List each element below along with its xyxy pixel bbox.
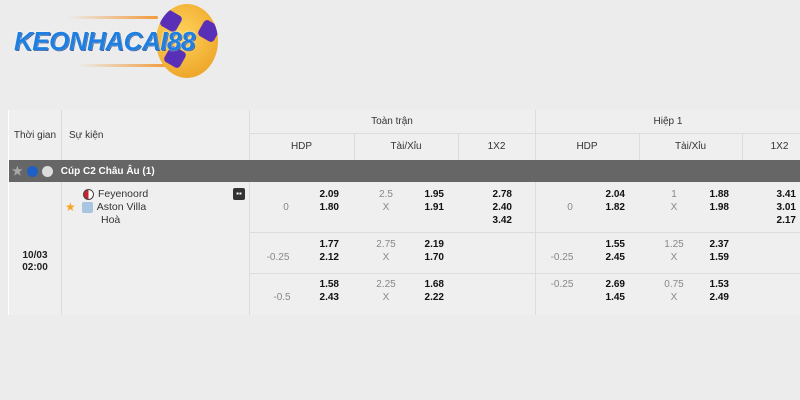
draw-label: Hoà [101, 214, 121, 226]
header-time: Thời gian [13, 129, 57, 141]
trophy-icon [41, 165, 53, 177]
logo-streak [68, 16, 158, 19]
odds[interactable]: 1.68 [424, 279, 444, 290]
match-date: 10/03 [22, 250, 48, 261]
odds[interactable]: 1.80 [319, 202, 339, 213]
odds[interactable]: 1.91 [424, 202, 444, 213]
odds[interactable]: 2.43 [319, 292, 339, 303]
h1-ou-line: X [670, 292, 678, 303]
col-ft-hdp: HDP [290, 141, 313, 152]
odds[interactable]: 2.17 [776, 215, 796, 226]
league-row[interactable]: ★ Cúp C2 Châu Âu (1) [9, 160, 800, 182]
odds-table: Thời gian Sự kiện Toàn trận Hiệp 1 HDP T… [8, 110, 800, 315]
h1-ou-line: X [670, 202, 678, 213]
favorite-star-icon[interactable]: ★ [65, 200, 76, 214]
ft-ou-line: X [382, 292, 390, 303]
col-ft-1x2: 1X2 [487, 141, 506, 152]
odds[interactable]: 1.88 [709, 189, 729, 200]
odds[interactable]: 2.37 [709, 239, 729, 250]
h1-ou-line: 1 [671, 189, 677, 200]
odds[interactable]: 2.19 [424, 239, 444, 250]
odds[interactable]: 2.12 [319, 252, 339, 263]
ft-ou-line: 2.75 [376, 239, 396, 250]
logo: KEONHACAI88 [8, 2, 218, 92]
ft-ou-line: 2.25 [376, 279, 396, 290]
ft-hdp-line: 0 [283, 202, 289, 213]
odds[interactable]: 1.70 [424, 252, 444, 263]
logo-streak [78, 64, 168, 67]
col-h1-ou: Tài/Xỉu [674, 141, 707, 152]
h1-ou-line: 0.75 [664, 279, 684, 290]
league-name: Cúp C2 Châu Âu (1) [60, 165, 155, 177]
home-team: Feyenoord [98, 188, 149, 200]
odds[interactable]: 2.22 [424, 292, 444, 303]
odds[interactable]: 1.77 [319, 239, 339, 250]
odds[interactable]: 2.04 [605, 189, 625, 200]
odds[interactable]: 2.69 [605, 279, 625, 290]
header-full-match: Toàn trận [371, 116, 413, 127]
h1-hdp-line: 0 [567, 202, 573, 213]
europe-flag-icon [26, 165, 38, 177]
odds[interactable]: 3.41 [776, 189, 796, 200]
aston-villa-crest-icon [81, 202, 93, 213]
h1-hdp-line: -0.25 [550, 279, 574, 290]
header-event: Sự kiện [69, 129, 104, 141]
odds[interactable]: 2.09 [319, 189, 339, 200]
odds[interactable]: 2.45 [605, 252, 625, 263]
h1-ou-line: X [670, 252, 678, 263]
odds[interactable]: 2.78 [492, 189, 512, 200]
match-teams[interactable]: Feyenoord ★ Aston Villa Hoà [65, 188, 148, 227]
header-first-half: Hiệp 1 [653, 116, 683, 127]
odds[interactable]: 2.40 [492, 202, 512, 213]
logo-text: KEONHACAI88 [14, 26, 195, 56]
odds[interactable]: 1.58 [319, 279, 339, 290]
odds[interactable]: 2.49 [709, 292, 729, 303]
star-icon[interactable]: ★ [12, 164, 23, 178]
odds[interactable]: 1.55 [605, 239, 625, 250]
match-time: 02:00 [22, 262, 48, 273]
feyenoord-crest-icon [83, 189, 94, 200]
odds[interactable]: 1.95 [424, 189, 444, 200]
odds[interactable]: 1.53 [709, 279, 729, 290]
ft-hdp-line: -0.5 [273, 292, 291, 303]
odds[interactable]: 1.82 [605, 202, 625, 213]
ft-hdp-line: -0.25 [266, 252, 290, 263]
col-ft-ou: Tài/Xỉu [390, 141, 422, 152]
odds[interactable]: 1.98 [709, 202, 729, 213]
h1-ou-line: 1.25 [664, 239, 684, 250]
col-h1-hdp: HDP [576, 141, 598, 152]
odds[interactable]: 3.42 [492, 215, 512, 226]
away-team: Aston Villa [96, 201, 147, 213]
h1-hdp-line: -0.25 [550, 252, 574, 263]
ft-ou-line: X [382, 252, 390, 263]
odds[interactable]: 3.01 [776, 202, 796, 213]
stats-icon[interactable]: ▪▪ [233, 188, 245, 200]
ft-ou-line: 2.5 [379, 189, 393, 200]
ft-ou-line: X [382, 202, 390, 213]
col-h1-1x2: 1X2 [770, 141, 789, 152]
odds[interactable]: 1.59 [709, 252, 729, 263]
soccer-ball-icon [156, 4, 218, 78]
odds[interactable]: 1.45 [605, 292, 625, 303]
